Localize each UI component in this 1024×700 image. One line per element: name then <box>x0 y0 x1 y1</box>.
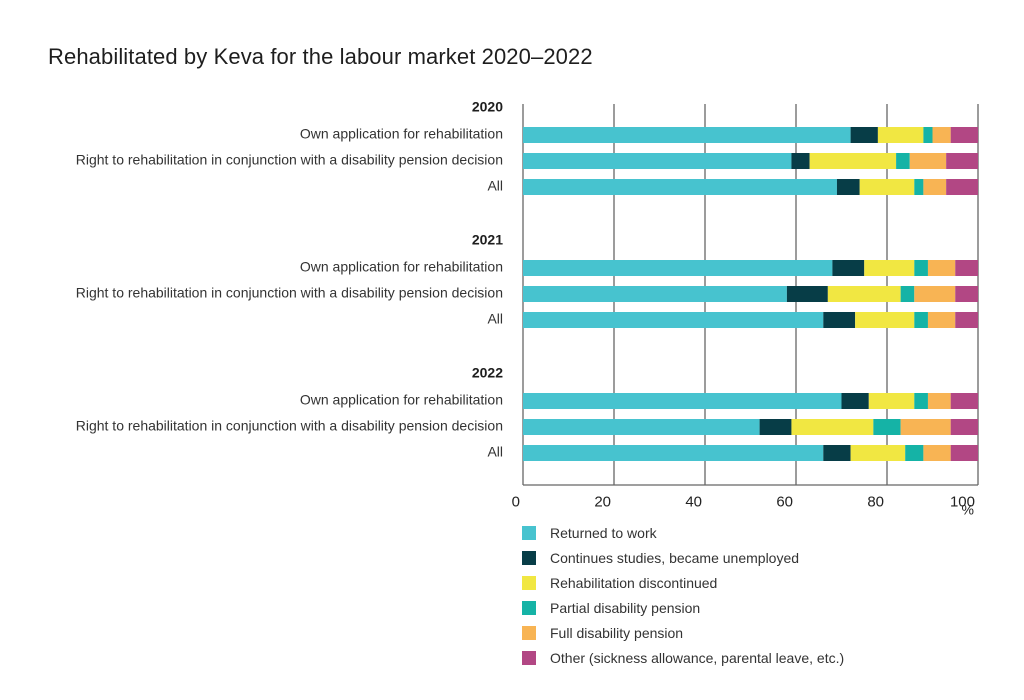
legend-swatch <box>522 550 536 565</box>
legend-swatch <box>522 625 536 640</box>
x-tick-label: 80 <box>867 493 884 510</box>
row-label: Right to rehabilitation in conjunction w… <box>76 152 503 168</box>
bar-segment <box>950 393 978 409</box>
bar-segment <box>827 286 901 302</box>
bar-segment <box>927 393 951 409</box>
bar-segment <box>914 393 928 409</box>
bar-segment <box>855 312 915 328</box>
bar-segment <box>955 260 978 276</box>
legend-item: Partial disability pension <box>522 595 844 620</box>
bar-segment <box>759 419 792 435</box>
row-label: All <box>487 178 503 194</box>
bar-segment <box>873 419 901 435</box>
bar-segment <box>523 445 824 461</box>
row-label: Right to rehabilitation in conjunction w… <box>76 285 503 301</box>
legend-swatch <box>522 525 536 540</box>
chart-legend: Returned to work Continues studies, becam… <box>522 520 844 670</box>
group-label: 2020 <box>472 99 503 115</box>
legend-label: Full disability pension <box>550 624 684 641</box>
bar-segment <box>955 312 978 328</box>
bar-segment <box>523 153 792 169</box>
legend-label: Partial disability pension <box>550 599 701 616</box>
legend-item: Other (sickness allowance, parental leav… <box>522 645 844 670</box>
bar-segment <box>791 153 810 169</box>
legend-label: Other (sickness allowance, parental leav… <box>550 649 845 666</box>
bar-segment <box>946 179 978 195</box>
x-axis-label: % <box>962 501 974 517</box>
bar-segment <box>823 312 856 328</box>
legend-item: Returned to work <box>522 520 844 545</box>
bar-segment <box>850 445 906 461</box>
bar-segment <box>950 419 978 435</box>
bar-segment <box>905 445 924 461</box>
group-label: 2021 <box>472 232 503 248</box>
bar-segment <box>914 286 956 302</box>
group-label: 2022 <box>472 365 503 381</box>
bar-segment <box>809 153 897 169</box>
bar-segment <box>823 445 851 461</box>
bar-segment <box>523 127 851 143</box>
bar-segment <box>914 312 928 328</box>
row-label: All <box>487 444 503 460</box>
x-tick-label: 0 <box>512 493 520 510</box>
bar-segment <box>923 445 951 461</box>
legend-label: Returned to work <box>550 524 657 541</box>
bar-segment <box>900 419 951 435</box>
legend-label: Rehabilitation discontinued <box>550 574 718 591</box>
bar-segment <box>832 260 865 276</box>
x-tick-label: 100 <box>950 493 975 510</box>
bar-segment <box>914 260 928 276</box>
x-tick-label: 60 <box>776 493 793 510</box>
bar-segment <box>932 127 951 143</box>
legend-item: Rehabilitation discontinued <box>522 570 844 595</box>
legend-swatch <box>522 600 536 615</box>
bar-segment <box>523 179 837 195</box>
bar-segment <box>877 127 924 143</box>
row-label: Right to rehabilitation in conjunction w… <box>76 418 503 434</box>
x-tick-label: 40 <box>685 493 702 510</box>
bar-segment <box>836 179 860 195</box>
bar-segment <box>523 393 842 409</box>
bar-segment <box>900 286 915 302</box>
row-label: Own application for rehabilitation <box>300 126 503 142</box>
bar-segment <box>946 153 978 169</box>
bar-segment <box>850 127 878 143</box>
x-tick-label: 20 <box>594 493 611 510</box>
bar-segment <box>923 179 947 195</box>
legend-swatch <box>522 650 536 665</box>
row-label: Own application for rehabilitation <box>300 392 503 408</box>
bar-segment <box>523 419 760 435</box>
bar-segment <box>523 286 787 302</box>
bar-segment <box>955 286 978 302</box>
bar-segment <box>868 393 915 409</box>
bar-segment <box>896 153 910 169</box>
bar-segment <box>927 260 956 276</box>
bar-segment <box>523 260 833 276</box>
row-label: All <box>487 311 503 327</box>
bar-segment <box>914 179 924 195</box>
bar-segment <box>909 153 947 169</box>
bar-segment <box>791 419 874 435</box>
bar-segment <box>864 260 915 276</box>
legend-item: Full disability pension <box>522 620 844 645</box>
row-label: Own application for rehabilitation <box>300 259 503 275</box>
bar-segment <box>950 127 978 143</box>
bar-segment <box>859 179 915 195</box>
legend-item: Continues studies, became unemployed <box>522 545 844 570</box>
bar-segment <box>841 393 869 409</box>
bar-segment <box>786 286 828 302</box>
legend-label: Continues studies, became unemployed <box>550 549 800 566</box>
bar-segment <box>523 312 824 328</box>
bar-segment <box>950 445 978 461</box>
chart-title: Rehabilitated by Keva for the labour mar… <box>48 44 593 69</box>
bar-segment <box>923 127 933 143</box>
bar-segment <box>927 312 956 328</box>
legend-swatch <box>522 575 536 590</box>
